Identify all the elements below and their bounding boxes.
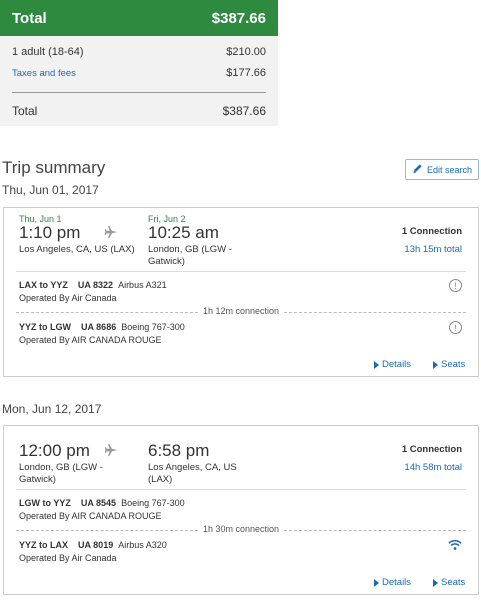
trip-summary-title: Trip summary	[2, 158, 106, 177]
segment-aircraft: Boeing 767-300	[121, 322, 185, 332]
return-details-link[interactable]: Details	[374, 577, 411, 588]
segment-route: LAX to YYZ	[19, 280, 68, 290]
wifi-icon	[448, 538, 462, 556]
outbound-segment-1-operator: Operated By Air Canada	[19, 293, 117, 303]
price-row-taxes: Taxes and fees $177.66	[12, 67, 266, 79]
return-depart-city-line2: Gatwick)	[19, 474, 56, 485]
outbound-flight-card: Thu, Jun 1 1:10 pm Los Angeles, CA, US (…	[3, 207, 479, 377]
outbound-date: Thu, Jun 01, 2017	[2, 183, 99, 197]
segment-flight-number: UA 8545	[80, 498, 117, 508]
outbound-segment-1: LAX to YYZ UA 8322 Airbus A321	[19, 280, 167, 290]
outbound-arrive-city-line2: Gatwick)	[148, 256, 185, 267]
outbound-details-link[interactable]: Details	[374, 359, 411, 370]
price-divider	[12, 92, 266, 93]
segment-aircraft: Airbus A321	[118, 280, 167, 290]
info-icon[interactable]: !	[449, 279, 462, 292]
segment-aircraft: Boeing 767-300	[121, 498, 185, 508]
return-arrive-city-line1: Los Angeles, CA, US	[148, 462, 237, 473]
chevron-right-icon	[374, 578, 379, 587]
connection-dash-right	[284, 312, 466, 313]
return-segment-2: YYZ to LAX UA 8019 Airbus A320	[19, 540, 167, 550]
return-connections: 1 Connection	[401, 444, 462, 455]
outbound-depart-time: 1:10 pm	[19, 223, 81, 242]
return-date: Mon, Jun 12, 2017	[2, 402, 102, 416]
segment-flight-number: UA 8686	[81, 322, 117, 332]
connection-dash-left	[16, 312, 198, 313]
return-segment-1: LGW to YYZ UA 8545 Boeing 767-300	[19, 498, 185, 508]
return-segment-2-operator: Operated By Air Canada	[19, 553, 117, 563]
edit-search-button[interactable]: Edit search	[405, 159, 479, 180]
connection-dash-right	[284, 530, 466, 531]
outbound-layover: 1h 12m connection	[200, 306, 283, 316]
segment-route: LGW to YYZ	[19, 498, 71, 508]
segment-flight-number: UA 8019	[78, 540, 114, 550]
pencil-icon	[412, 163, 423, 176]
return-depart-city-line1: London, GB (LGW -	[19, 462, 103, 473]
outbound-arrive-time: 10:25 am	[148, 223, 219, 242]
total-value: $387.66	[222, 104, 266, 118]
info-icon[interactable]: !	[449, 321, 462, 334]
return-arrive-time: 6:58 pm	[148, 441, 210, 460]
outbound-arrive-day: Fri, Jun 2	[148, 214, 186, 224]
chevron-right-icon	[433, 578, 438, 587]
price-header-label: Total	[12, 9, 47, 27]
taxes-link[interactable]: Taxes and fees	[12, 67, 76, 79]
price-header: Total $387.66	[0, 0, 278, 36]
return-duration: 14h 58m total	[404, 462, 462, 473]
edit-search-label: Edit search	[426, 164, 473, 175]
outbound-seats-link[interactable]: Seats	[433, 359, 465, 370]
return-layover: 1h 30m connection	[200, 524, 283, 534]
details-label: Details	[382, 359, 412, 370]
return-seats-link[interactable]: Seats	[433, 577, 465, 588]
outbound-segment-2: YYZ to LGW UA 8686 Boeing 767-300	[19, 322, 185, 332]
seats-label: Seats	[441, 359, 466, 370]
outbound-depart-day: Thu, Jun 1	[19, 214, 62, 224]
price-row-total: Total $387.66	[12, 104, 266, 118]
fare-label: 1 adult (18-64)	[12, 46, 84, 58]
connection-dash-left	[16, 530, 198, 531]
divider	[16, 271, 466, 272]
taxes-value: $177.66	[226, 67, 266, 79]
outbound-duration: 13h 15m total	[404, 244, 462, 255]
chevron-right-icon	[374, 360, 379, 369]
divider	[16, 489, 466, 490]
chevron-right-icon	[433, 360, 438, 369]
fare-value: $210.00	[226, 46, 266, 58]
total-label: Total	[12, 104, 38, 118]
outbound-depart-city: Los Angeles, CA, US (LAX)	[19, 244, 135, 255]
segment-aircraft: Airbus A320	[118, 540, 167, 550]
segment-route: YYZ to LAX	[19, 540, 68, 550]
details-label: Details	[382, 577, 412, 588]
segment-flight-number: UA 8322	[77, 280, 114, 290]
segment-route: YYZ to LGW	[19, 322, 71, 332]
outbound-segment-2-operator: Operated By AIR CANADA ROUGE	[19, 335, 162, 345]
return-depart-time: 12:00 pm	[19, 441, 90, 460]
price-summary: Total $387.66 1 adult (18-64) $210.00 Ta…	[0, 0, 278, 126]
seats-label: Seats	[441, 577, 466, 588]
return-segment-1-operator: Operated By AIR CANADA ROUGE	[19, 511, 162, 521]
airplane-icon	[104, 443, 118, 462]
price-row-fare: 1 adult (18-64) $210.00	[12, 46, 266, 58]
return-arrive-city-line2: (LAX)	[148, 474, 173, 485]
airplane-icon	[104, 225, 118, 244]
return-flight-card: 12:00 pm London, GB (LGW - Gatwick) 6:58…	[3, 425, 479, 595]
price-header-value: $387.66	[211, 9, 266, 27]
outbound-connections: 1 Connection	[401, 226, 462, 237]
outbound-arrive-city-line1: London, GB (LGW -	[148, 244, 232, 255]
